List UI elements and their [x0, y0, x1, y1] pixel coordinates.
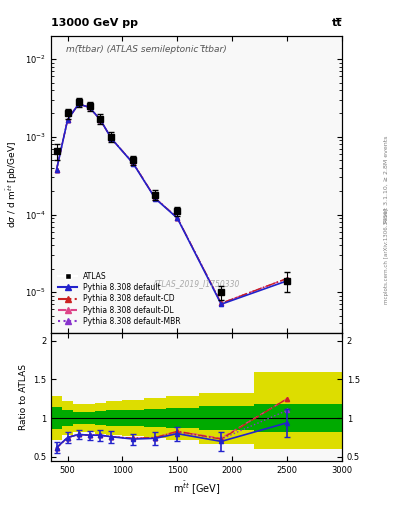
Text: ATLAS_2019_I1750330: ATLAS_2019_I1750330: [153, 279, 240, 288]
Text: 13000 GeV pp: 13000 GeV pp: [51, 18, 138, 28]
Y-axis label: d$\sigma$ / d m$^{\bar{t}t}$ [pb/GeV]: d$\sigma$ / d m$^{\bar{t}t}$ [pb/GeV]: [4, 141, 20, 228]
Text: tt̅: tt̅: [331, 18, 342, 28]
Text: mcplots.cern.ch [arXiv:1306.3436]: mcplots.cern.ch [arXiv:1306.3436]: [384, 208, 389, 304]
Text: m(t̅tbar) (ATLAS semileptonic t̅tbar): m(t̅tbar) (ATLAS semileptonic t̅tbar): [66, 45, 226, 54]
Legend: ATLAS, Pythia 8.308 default, Pythia 8.308 default-CD, Pythia 8.308 default-DL, P: ATLAS, Pythia 8.308 default, Pythia 8.30…: [55, 269, 184, 329]
X-axis label: m$^{\bar{t}t}$ [GeV]: m$^{\bar{t}t}$ [GeV]: [173, 480, 220, 497]
Y-axis label: Ratio to ATLAS: Ratio to ATLAS: [18, 364, 28, 430]
Text: Rivet 3.1.10, ≥ 2.8M events: Rivet 3.1.10, ≥ 2.8M events: [384, 136, 389, 223]
